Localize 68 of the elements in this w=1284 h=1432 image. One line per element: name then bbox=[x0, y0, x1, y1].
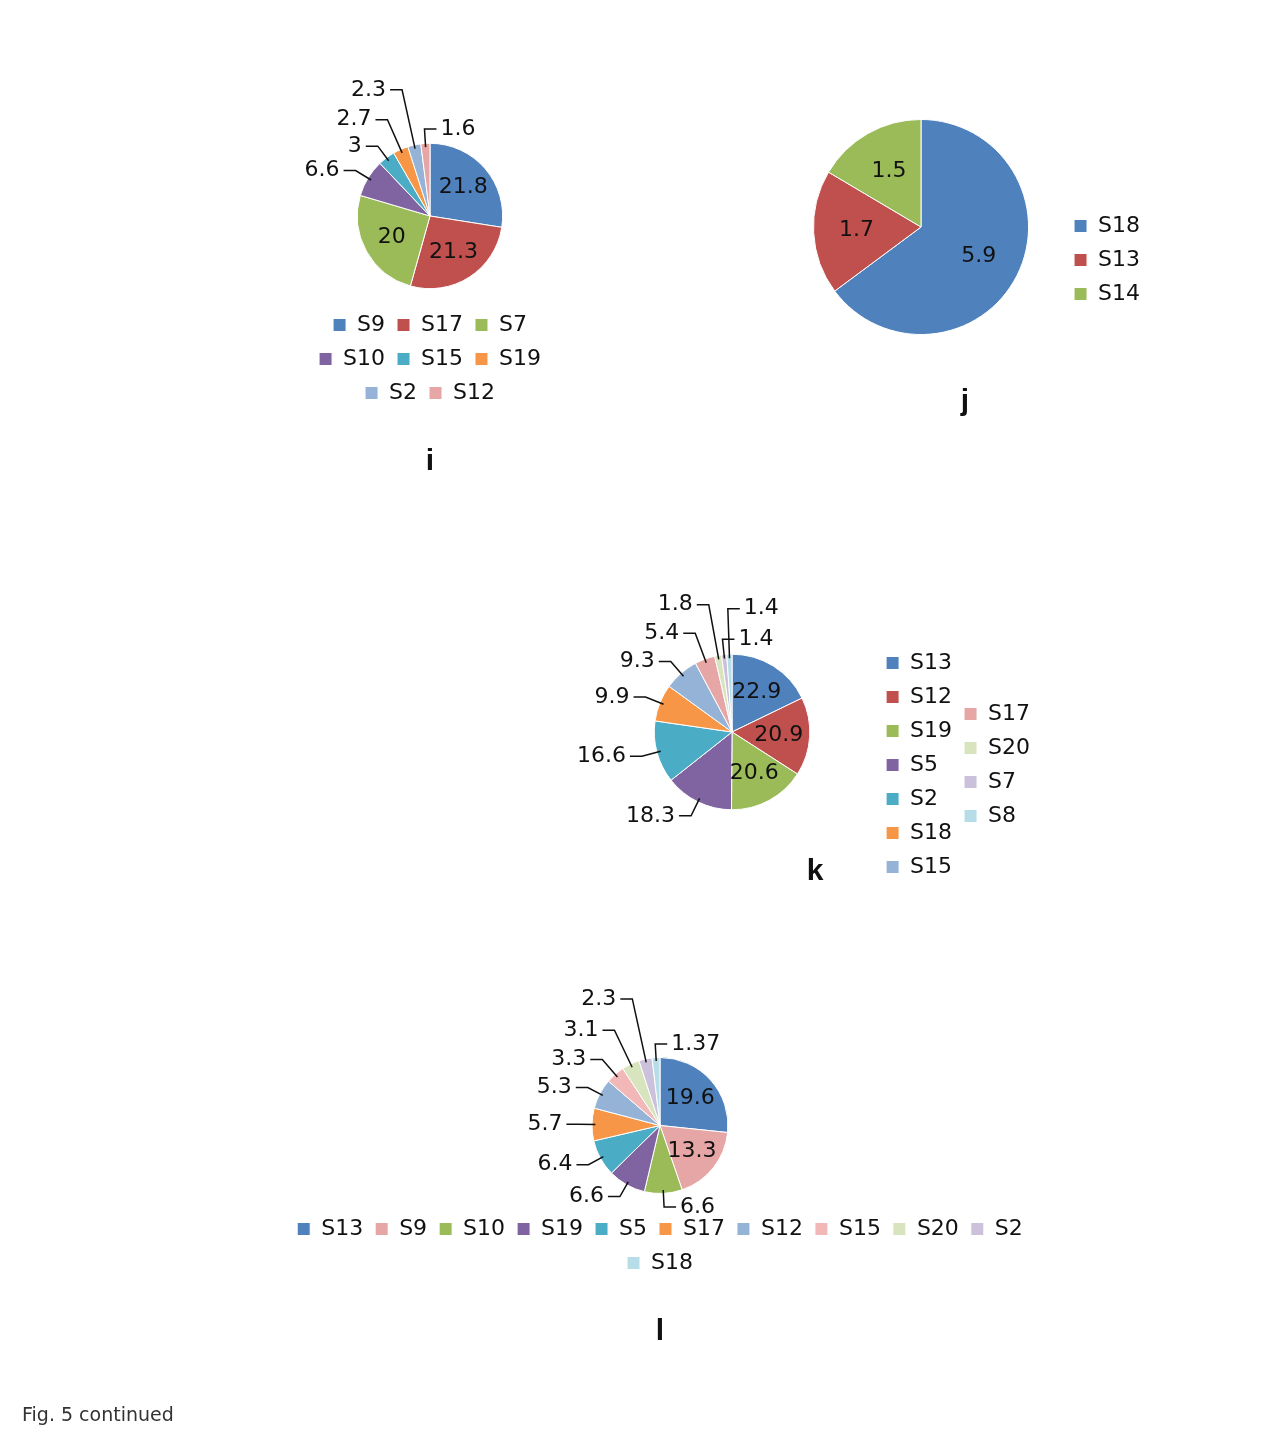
legend-label: S17 bbox=[421, 310, 463, 336]
data-label: 1.7 bbox=[839, 216, 875, 242]
legend-label: S7 bbox=[498, 310, 527, 336]
legend-label: S15 bbox=[421, 344, 463, 370]
legend-label: S18 bbox=[651, 1248, 693, 1274]
data-label: 22.9 bbox=[732, 678, 782, 704]
data-label: 9.9 bbox=[594, 682, 630, 708]
data-label: 2.7 bbox=[336, 105, 372, 131]
text: j bbox=[959, 383, 970, 417]
data-label: 1.4 bbox=[743, 594, 779, 620]
data-label: 13.3 bbox=[667, 1136, 717, 1162]
legend-label: S12 bbox=[910, 682, 953, 708]
legend-label: S9 bbox=[399, 1214, 428, 1240]
data-label: 6.6 bbox=[304, 156, 340, 182]
legend-label: S5 bbox=[619, 1214, 648, 1240]
data-label: 1.5 bbox=[871, 156, 907, 182]
data-label: 16.6 bbox=[576, 741, 626, 767]
data-label: 1.6 bbox=[440, 114, 476, 140]
data-label: 5.4 bbox=[644, 619, 680, 645]
legend-label: S8 bbox=[988, 801, 1017, 827]
legend-label: S15 bbox=[838, 1214, 881, 1240]
data-label: 21.3 bbox=[429, 238, 479, 264]
legend-label: S20 bbox=[916, 1214, 959, 1240]
legend-label: S18 bbox=[1098, 211, 1141, 237]
text: l bbox=[655, 1313, 665, 1347]
legend-label: S2 bbox=[994, 1214, 1023, 1240]
legend-label: S15 bbox=[910, 852, 953, 878]
legend-label: S18 bbox=[910, 818, 953, 844]
data-label: 6.6 bbox=[568, 1182, 604, 1208]
legend-label: S13 bbox=[1098, 245, 1141, 271]
data-label: 20 bbox=[377, 222, 406, 248]
legend-label: S20 bbox=[988, 733, 1031, 759]
legend-label: S5 bbox=[910, 750, 939, 776]
legend-label: S19 bbox=[541, 1214, 584, 1240]
data-label: 6.4 bbox=[537, 1150, 573, 1176]
data-label: 5.3 bbox=[536, 1073, 572, 1099]
text: i bbox=[425, 443, 435, 477]
legend-label: S12 bbox=[453, 378, 495, 404]
data-label: 1.4 bbox=[738, 624, 774, 650]
legend-label: S17 bbox=[988, 699, 1031, 725]
legend-label: S10 bbox=[343, 344, 386, 370]
data-label: 21.8 bbox=[438, 173, 488, 199]
data-label: 5.9 bbox=[961, 241, 997, 267]
text: k bbox=[806, 853, 824, 887]
caption: Fig. 5 continued bbox=[22, 1403, 174, 1425]
legend-label: S19 bbox=[910, 716, 953, 742]
legend-label: S14 bbox=[1098, 279, 1141, 305]
data-label: 5.7 bbox=[527, 1110, 563, 1136]
legend-label: S19 bbox=[498, 344, 541, 370]
legend-label: S13 bbox=[910, 648, 953, 674]
data-label: 2.3 bbox=[581, 984, 617, 1010]
legend-label: S2 bbox=[389, 378, 418, 404]
legend-label: S13 bbox=[321, 1214, 364, 1240]
legend-label: S9 bbox=[357, 310, 386, 336]
data-label: 3.1 bbox=[563, 1015, 599, 1041]
data-label: 9.3 bbox=[619, 647, 655, 673]
legend-label: S2 bbox=[910, 784, 939, 810]
data-label: 2.3 bbox=[351, 75, 387, 101]
legend-label: S7 bbox=[988, 767, 1017, 793]
data-label: 1.8 bbox=[657, 590, 693, 616]
data-label: 19.6 bbox=[665, 1083, 715, 1109]
data-label: 3 bbox=[347, 131, 362, 157]
legend-label: S12 bbox=[760, 1214, 803, 1240]
data-label: 3.3 bbox=[551, 1045, 587, 1071]
data-label: 20.9 bbox=[754, 720, 804, 746]
legend-label: S10 bbox=[463, 1214, 506, 1240]
data-label: 18.3 bbox=[626, 801, 676, 827]
data-label: 1.37 bbox=[671, 1029, 721, 1055]
